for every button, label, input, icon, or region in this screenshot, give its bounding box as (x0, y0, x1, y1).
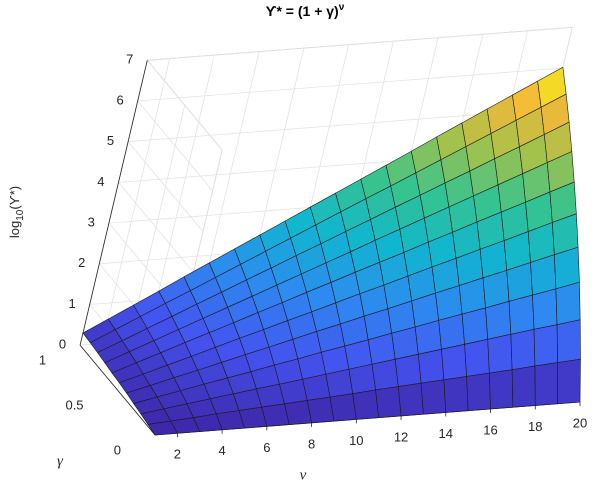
z-label-main: log (7, 221, 22, 238)
surface-patch (555, 281, 581, 326)
surface-patch (371, 358, 399, 391)
x-tick-label: 6 (263, 440, 270, 455)
surface-patch (302, 373, 331, 401)
surface-patch (489, 369, 514, 410)
x-tick-label: 16 (483, 422, 497, 437)
surface-patch (508, 294, 535, 335)
surface-patch (329, 393, 357, 422)
y-tick-label: 1 (39, 353, 46, 368)
surface-patch (420, 379, 447, 415)
x-tick-label: 14 (439, 426, 453, 441)
surface-patch (510, 328, 536, 371)
grid-line (137, 100, 213, 192)
grid-line (118, 182, 194, 273)
grid-line (137, 67, 563, 102)
z-label-subscript: 10 (15, 209, 26, 221)
surface-patch (438, 313, 465, 350)
z-tick-label: 4 (97, 174, 104, 189)
surface-patch (348, 363, 376, 395)
y-axis-label: γ (57, 453, 64, 469)
surface-patch (306, 396, 335, 424)
title-superscript: ν (339, 2, 345, 13)
surface-patch (466, 372, 491, 412)
x-axis-label: ν (300, 467, 307, 483)
y-tick-label: 0.5 (65, 398, 83, 413)
z-axis-line (79, 60, 148, 346)
surface-patch (534, 362, 559, 406)
surface-patch (325, 368, 354, 398)
grid-line (127, 141, 204, 232)
surface-patch (485, 300, 512, 340)
z-tick-label: 3 (88, 215, 95, 230)
z-tick-label: 5 (107, 133, 114, 148)
surface-patch (443, 376, 469, 413)
x-tick-label: 8 (308, 436, 315, 451)
grid-line (147, 26, 573, 61)
surface-patch (418, 348, 445, 384)
surface-patch (532, 288, 558, 330)
z-tick-label: 7 (126, 52, 133, 67)
z-tick-label: 6 (116, 92, 123, 107)
z-tick-label: 2 (78, 255, 85, 270)
x-tick-label: 10 (349, 433, 363, 448)
x-tick-label: 12 (394, 429, 408, 444)
y-tick-label: 0 (114, 442, 121, 457)
grid-line (146, 60, 223, 151)
surface-patch (461, 307, 489, 345)
grid-line (102, 58, 171, 344)
z-tick-label: 0 (59, 337, 66, 352)
surface-patch (511, 365, 536, 408)
surface-patch (398, 382, 424, 417)
surface-patch (375, 386, 402, 418)
y-axis-line (79, 344, 156, 436)
surface-patch (557, 358, 581, 405)
title-main: ϒ* = (1 + γ) (266, 3, 339, 19)
x-tick-label: 20 (573, 415, 587, 430)
surface-patch (394, 353, 422, 387)
surface-patch (487, 333, 513, 374)
x-tick-label: 4 (218, 443, 225, 458)
surface-patch (441, 343, 467, 381)
z-label-suffix: (ϒ*) (7, 186, 22, 210)
chart-title: ϒ* = (1 + γ)ν (266, 2, 345, 19)
surface-patch (284, 400, 312, 425)
x-tick-label: 2 (174, 447, 181, 462)
surface-patch (352, 389, 380, 420)
x-tick-label: 18 (528, 419, 542, 434)
z-axis-label: log10(ϒ*) (7, 186, 25, 238)
surface-patch (464, 338, 490, 377)
surface-patch (556, 319, 581, 363)
z-tick-label: 1 (68, 296, 75, 311)
surface-patch (554, 246, 580, 290)
surface-patch (533, 324, 559, 367)
